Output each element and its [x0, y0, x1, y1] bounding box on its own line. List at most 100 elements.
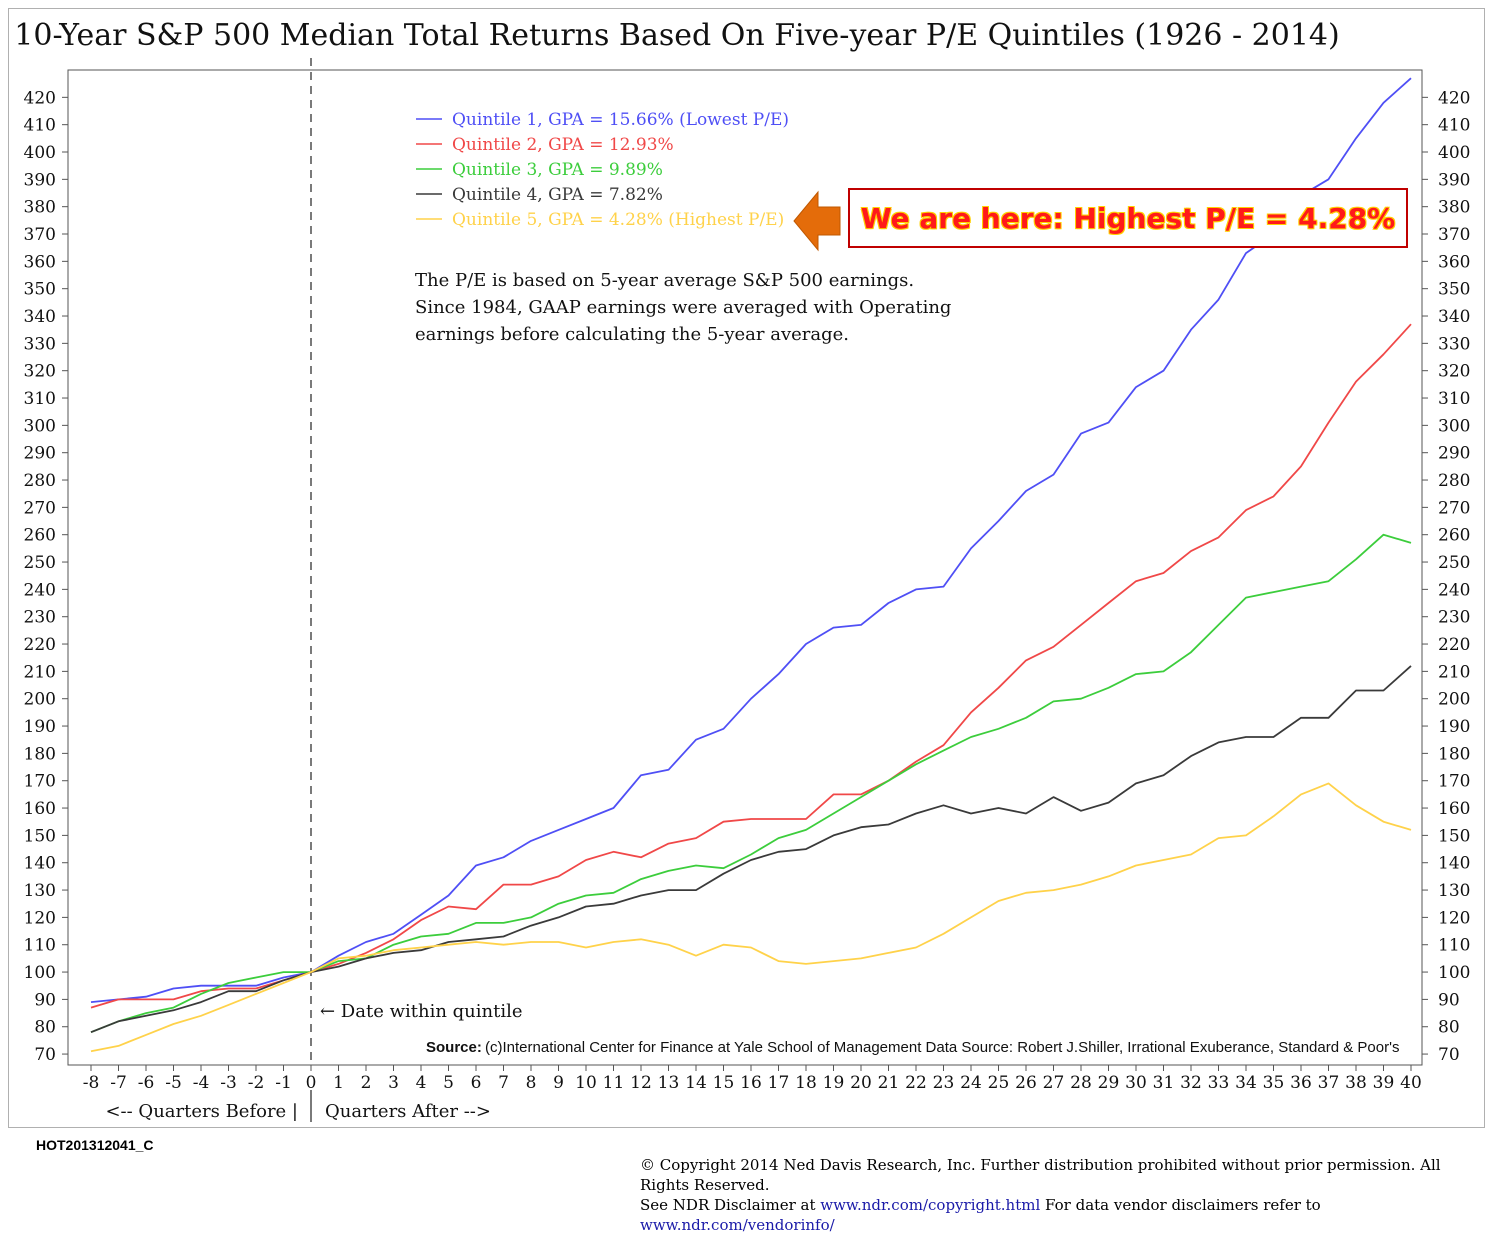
x-tick-label: -7	[110, 1073, 127, 1093]
y-tick-label-left: 340	[24, 307, 56, 327]
x-tick-label: 16	[740, 1073, 762, 1093]
y-tick-label-left: 190	[24, 717, 56, 737]
note-line-1: The P/E is based on 5-year average S&P 5…	[415, 270, 914, 291]
y-tick-label-right: 200	[1438, 690, 1470, 710]
x-axis: -8 -7 -6 -5 -4 -3 -2 -1 0 1 2 3 4 5 6 7 8 9 10 11 12 13 14 15 16…	[83, 1065, 1422, 1093]
disclaimer-prefix: See NDR Disclaimer at	[640, 1196, 821, 1214]
y-tick-label-left: 370	[24, 225, 56, 245]
series-line-5	[90, 782, 1412, 1053]
x-tick-label: 7	[498, 1073, 509, 1093]
y-tick-label-right: 370	[1438, 225, 1470, 245]
y-tick-label-left: 160	[24, 799, 56, 819]
y-tick-label-right: 250	[1438, 553, 1470, 573]
y-tick-label-right: 400	[1438, 143, 1470, 163]
y-tick-label-right: 320	[1438, 362, 1470, 382]
y-tick-label-left: 270	[24, 498, 56, 518]
x-tick-label: 8	[526, 1073, 537, 1093]
x-tick-label: -8	[83, 1073, 100, 1093]
y-tick-label-left: 200	[24, 690, 56, 710]
chart-title: 10-Year S&P 500 Median Total Returns Bas…	[14, 18, 1339, 53]
x-tick-label: 2	[361, 1073, 372, 1093]
x-tick-label: 14	[685, 1073, 707, 1093]
x-tick-label: 35	[1263, 1073, 1285, 1093]
y-tick-label-right: 160	[1438, 799, 1470, 819]
series-lines	[90, 77, 1412, 1053]
x-tick-label: 32	[1180, 1073, 1202, 1093]
y-axis-left: 70 80 90 100 110 120 130 140 150 160 170 180 190 200 2…	[24, 88, 68, 1065]
y-tick-label-left: 400	[24, 143, 56, 163]
y-tick-label-left: 360	[24, 252, 56, 272]
copyright-notice: © Copyright 2014 Ned Davis Research, Inc…	[640, 1155, 1490, 1235]
y-tick-label-right: 150	[1438, 826, 1470, 846]
x-tick-label: 4	[416, 1073, 427, 1093]
y-tick-label-right: 290	[1438, 444, 1470, 464]
x-tick-label: 38	[1345, 1073, 1367, 1093]
y-tick-label-right: 280	[1438, 471, 1470, 491]
y-tick-label-right: 410	[1438, 116, 1470, 136]
x-tick-label: 27	[1043, 1073, 1065, 1093]
y-axis-right: 70 80 90 100 110 120 130 140 150 160 170 180 190 200 2…	[1422, 88, 1470, 1065]
x-tick-label: 28	[1070, 1073, 1092, 1093]
chart-code: HOT201312041_C	[36, 1137, 154, 1153]
y-tick-label-right: 420	[1438, 88, 1470, 108]
y-tick-label-left: 150	[24, 826, 56, 846]
x-tick-label: 26	[1015, 1073, 1037, 1093]
x-tick-label: 39	[1373, 1073, 1395, 1093]
chart-note: The P/E is based on 5-year average S&P 5…	[415, 270, 951, 345]
y-tick-label-right: 220	[1438, 635, 1470, 655]
x-tick-label: 1	[333, 1073, 344, 1093]
y-tick-label-right: 80	[1438, 1018, 1460, 1038]
x-tick-label: -4	[193, 1073, 210, 1093]
date-within-quintile-label: ← Date within quintile	[320, 1001, 523, 1022]
x-tick-label: 0	[306, 1073, 317, 1093]
series-line-3	[90, 533, 1412, 1034]
y-tick-label-right: 240	[1438, 580, 1470, 600]
x-tick-label: -3	[220, 1073, 237, 1093]
y-tick-label-right: 210	[1438, 662, 1470, 682]
y-tick-label-left: 110	[24, 936, 56, 956]
legend-label-3: Quintile 3, GPA = 9.89%	[452, 160, 663, 180]
y-tick-label-left: 330	[24, 334, 56, 354]
y-tick-label-left: 80	[34, 1018, 56, 1038]
x-tick-label: 18	[795, 1073, 817, 1093]
y-tick-label-left: 380	[24, 198, 56, 218]
y-tick-label-left: 280	[24, 471, 56, 491]
y-tick-label-left: 100	[24, 963, 56, 983]
copyright-line-2: See NDR Disclaimer at www.ndr.com/copyri…	[640, 1195, 1490, 1235]
copyright-link[interactable]: www.ndr.com/copyright.html	[820, 1196, 1041, 1214]
callout-box: We are here: Highest P/E = 4.28%	[848, 188, 1408, 248]
copyright-line-1: © Copyright 2014 Ned Davis Research, Inc…	[640, 1156, 1441, 1194]
legend-label-4: Quintile 4, GPA = 7.82%	[452, 185, 663, 205]
chart-frame	[8, 8, 1485, 1128]
x-tick-label: 15	[713, 1073, 735, 1093]
y-tick-label-right: 300	[1438, 416, 1470, 436]
quarters-before-label: <-- Quarters Before |	[105, 1101, 298, 1122]
y-tick-label-left: 420	[24, 88, 56, 108]
vendorinfo-link[interactable]: www.ndr.com/vendorinfo/	[640, 1216, 835, 1234]
x-tick-label: 31	[1153, 1073, 1175, 1093]
x-tick-label: 23	[933, 1073, 955, 1093]
x-tick-label: -5	[165, 1073, 182, 1093]
series-line-2	[90, 323, 1412, 1009]
y-tick-label-left: 210	[24, 662, 56, 682]
x-tick-label: 36	[1290, 1073, 1312, 1093]
y-tick-label-left: 130	[24, 881, 56, 901]
y-tick-label-right: 330	[1438, 334, 1470, 354]
y-tick-label-left: 180	[24, 744, 56, 764]
y-tick-label-right: 230	[1438, 608, 1470, 628]
y-tick-label-right: 130	[1438, 881, 1470, 901]
x-tick-label: 13	[658, 1073, 680, 1093]
y-tick-label-left: 170	[24, 772, 56, 792]
plot-area	[67, 69, 1423, 1066]
y-tick-label-left: 290	[24, 444, 56, 464]
y-tick-label-left: 300	[24, 416, 56, 436]
x-tick-label: 9	[553, 1073, 564, 1093]
left-arrow-icon	[793, 190, 841, 252]
y-tick-label-left: 220	[24, 635, 56, 655]
x-tick-label: 3	[388, 1073, 399, 1093]
y-tick-label-left: 120	[24, 908, 56, 928]
y-tick-label-left: 350	[24, 280, 56, 300]
x-tick-label: 6	[471, 1073, 482, 1093]
y-tick-label-left: 230	[24, 608, 56, 628]
x-tick-label: 34	[1235, 1073, 1257, 1093]
